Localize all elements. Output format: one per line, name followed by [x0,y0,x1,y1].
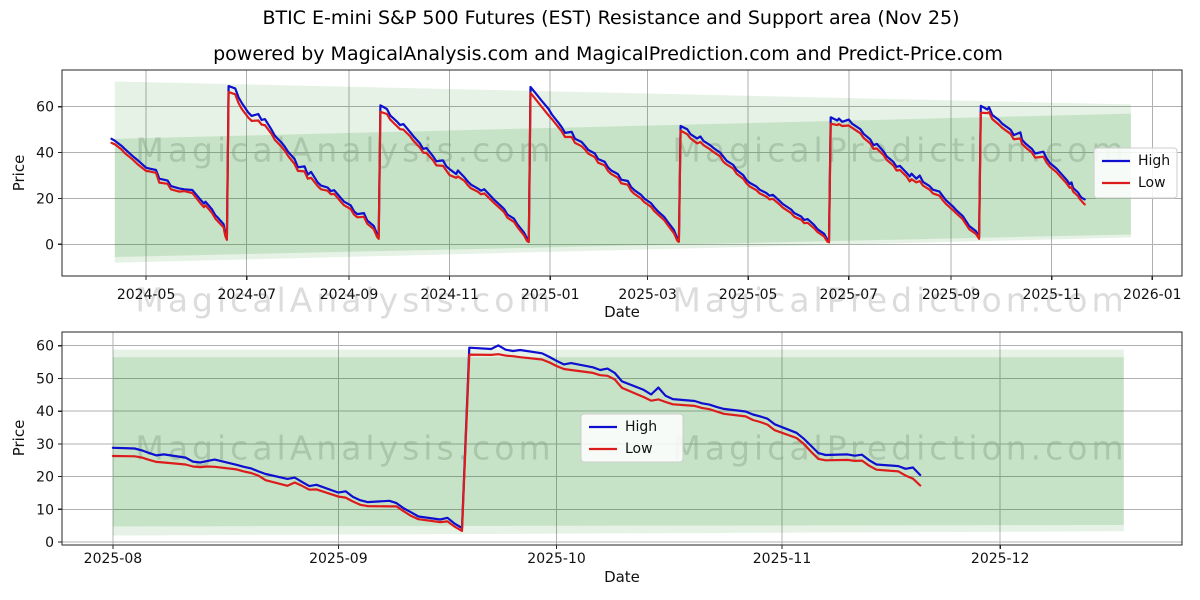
y-tick-label: 30 [36,437,54,453]
bottom-chart: 2025-08 2025-09 2025-10 2025-11 2025-12 0 10 20… [36,331,1183,567]
watermarks: MagicalAnalysis.com MagicalPrediction.co… [135,131,1127,468]
y-tick-label: 20 [36,191,54,207]
x-tick-label: 2025-09 [309,551,368,567]
x-tick-label: 2025-01 [521,287,580,303]
legend: High Low [580,413,684,463]
top-chart: 2024-05 2024-07 2024-09 2024-11 2025-01 2025-… [36,69,1183,303]
y-tick-label: 60 [36,100,54,116]
low-line [110,90,1086,244]
x-tick-label: 2025-11 [753,551,812,567]
x-tick-label: 2025-10 [527,551,586,567]
watermark-analysis: MagicalAnalysis.com [135,281,554,320]
high-line [110,84,1086,242]
y-tick-label: 0 [45,237,54,253]
high-line [111,344,922,530]
watermark-prediction: MagicalPrediction.com [672,281,1127,320]
legend-label: High [625,419,657,435]
bottom-chart-xlabel: Date [604,568,640,586]
y-tick-label: 50 [36,371,54,387]
x-tick-label: 2024-07 [217,287,276,303]
x-tick-label: 2025-08 [84,551,143,567]
x-tick-label: 2025-03 [618,287,677,303]
x-tick-label: 2025-05 [719,287,778,303]
legend-label: High [1138,153,1170,169]
legend-label: Low [625,441,653,457]
axes-box [61,69,1183,277]
watermark-analysis: MagicalAnalysis.com [135,131,554,170]
top-chart-xlabel: Date [604,303,640,321]
low-line [111,353,922,533]
legend-label: Low [1138,175,1166,191]
watermark-prediction: MagicalPrediction.com [672,429,1127,468]
top-chart-ylabel: Price [10,155,28,192]
x-tick-label: 2025-11 [1022,287,1081,303]
y-tick-label: 20 [36,470,54,486]
x-tick-label: 2025-07 [820,287,879,303]
y-tick-label: 10 [36,502,54,518]
x-tick-label: 2025-12 [971,551,1030,567]
y-tick-label: 40 [36,404,54,420]
y-tick-label: 40 [36,146,54,162]
chart-subtitle: powered by MagicalAnalysis.com and Magic… [213,43,1003,65]
x-tick-label: 2024-09 [320,287,379,303]
bottom-chart-ylabel: Price [10,420,28,457]
x-tick-label: 2024-05 [117,287,176,303]
watermark-prediction: MagicalPrediction.com [672,131,1127,170]
band-support-resistance-outer [114,81,1131,263]
axes-box [61,331,1183,546]
chart-title: BTIC E-mini S&P 500 Futures (EST) Resist… [262,7,960,29]
y-tick-label: 0 [45,535,54,551]
legend: High Low [1093,147,1178,199]
x-tick-label: 2026-01 [1123,287,1182,303]
y-tick-label: 60 [36,339,54,355]
x-tick-label: 2024-11 [420,287,479,303]
x-tick-label: 2025-09 [922,287,981,303]
